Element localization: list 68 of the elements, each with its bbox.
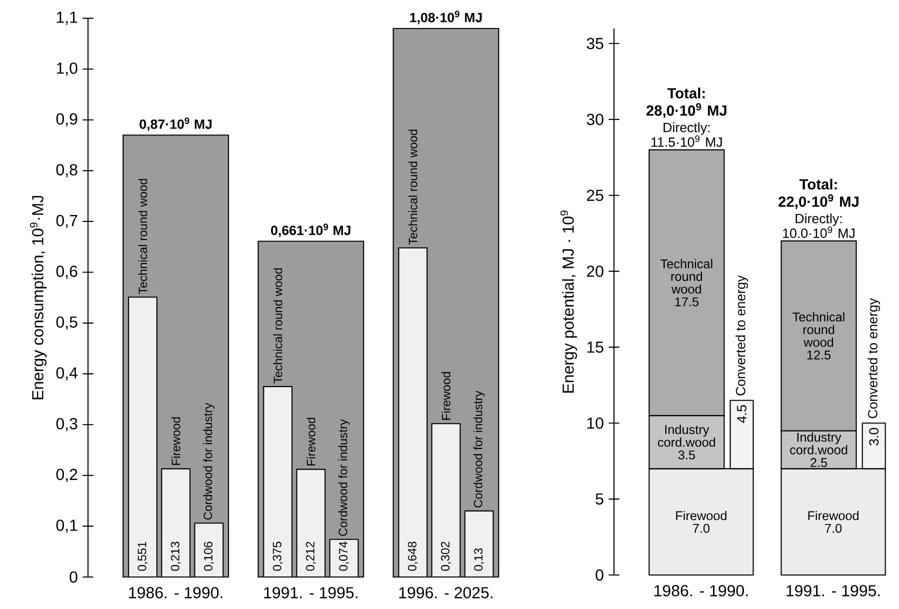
y-axis-title: Energy potential, MJ · 10$^{9}$ xyxy=(560,210,578,393)
total-label: Total: 28,0·10$^{9}$ MJ xyxy=(646,88,726,118)
x-tick-label: 1991. - 1995. xyxy=(786,585,880,596)
text: Cordwood for industry xyxy=(203,402,214,520)
y-tick-label: 0,7 xyxy=(56,214,78,228)
data-label: 12.5 xyxy=(807,350,831,360)
series-label: Technical round wood xyxy=(660,259,712,294)
y-tick-label: 15 xyxy=(587,342,604,353)
y-tick-label: 0,9 xyxy=(56,113,78,127)
y-tick-label: 1,1 xyxy=(56,12,78,25)
data-label: 0,106 xyxy=(204,542,214,571)
text: Firewood xyxy=(306,418,316,466)
y-tick-label: 5 xyxy=(596,493,604,505)
y-tick-label: 0,5 xyxy=(56,316,78,330)
y-tick-label: 25 xyxy=(586,190,604,202)
y-tick-label: 0,8 xyxy=(56,164,78,178)
data-label: 0,87·10$^{9}$ MJ xyxy=(140,117,212,131)
y-tick-label: 35 xyxy=(586,38,604,50)
data-label: 17.5 xyxy=(675,297,698,306)
data-label: 0,551 xyxy=(138,542,148,571)
data-label: 0,213 xyxy=(170,542,181,571)
total-label: Total: 22,0·10$^{9}$ MJ xyxy=(778,178,858,209)
text: Firewood xyxy=(808,510,859,520)
text: Firewood xyxy=(171,417,180,465)
y-axis-title: Energy consumption, 10$^{9}$·MJ xyxy=(30,196,47,400)
y-tick-label: 0,2 xyxy=(56,468,78,482)
text: Technical round wood xyxy=(408,130,418,245)
text: Cordwood for industry xyxy=(338,419,350,536)
text: Technical round wood xyxy=(273,268,282,384)
y-tick-label: 1,0 xyxy=(56,62,78,76)
data-label: 2.5 xyxy=(810,458,828,468)
text: Converted to energy xyxy=(736,275,748,396)
text: Technical round wood xyxy=(792,312,844,347)
x-tick-label: 1996. - 2025. xyxy=(399,587,492,598)
data-label: 0,13 xyxy=(474,548,484,571)
y-tick-label: 10 xyxy=(587,417,604,429)
x-tick-label: 1986. - 1990. xyxy=(654,585,748,596)
x-tick-label: 1991. - 1995. xyxy=(264,587,358,598)
data-label: 3.0 xyxy=(869,428,879,446)
data-label: 0,074 xyxy=(339,542,349,571)
data-label: 4.5 xyxy=(737,405,746,423)
text: Industry cord.wood xyxy=(658,424,716,447)
annotation: Directly: 10.0·10$^{9}$ MJ xyxy=(783,214,854,238)
text: Technical round wood xyxy=(138,178,148,294)
data-label: 3.5 xyxy=(678,450,695,460)
y-tick-label: 0 xyxy=(70,571,78,583)
data-label: 0,661·10$^{9}$ MJ xyxy=(271,224,350,238)
data-label: 0,302 xyxy=(441,542,451,571)
y-tick-label: 0,4 xyxy=(56,367,78,380)
text: Cordwood for industry xyxy=(473,390,485,508)
y-tick-label: 0,6 xyxy=(56,266,78,279)
y-tick-label: 0 xyxy=(596,569,604,581)
y-tick-label: 20 xyxy=(586,266,604,277)
data-label: 0,648 xyxy=(408,542,418,571)
y-tick-label: 0,1 xyxy=(56,520,78,533)
data-label: 1,08·10$^{9}$ MJ xyxy=(410,10,482,24)
x-tick-label: 1986. - 1990. xyxy=(129,587,222,598)
text: Firewood xyxy=(442,372,450,420)
series-label: Industry cord.wood xyxy=(790,432,848,454)
data-label: 0,375 xyxy=(272,542,283,571)
text: Converted to energy xyxy=(868,298,880,418)
y-tick-label: 30 xyxy=(586,114,604,126)
series-label: Firewood xyxy=(676,510,726,520)
data-label: 7.0 xyxy=(693,524,710,533)
y-tick-label: 0,3 xyxy=(56,418,78,432)
data-label: 7.0 xyxy=(825,524,842,533)
annotation: Directly: 11.5·10$^{9}$ MJ xyxy=(652,122,722,147)
data-label: 0,212 xyxy=(306,542,316,571)
